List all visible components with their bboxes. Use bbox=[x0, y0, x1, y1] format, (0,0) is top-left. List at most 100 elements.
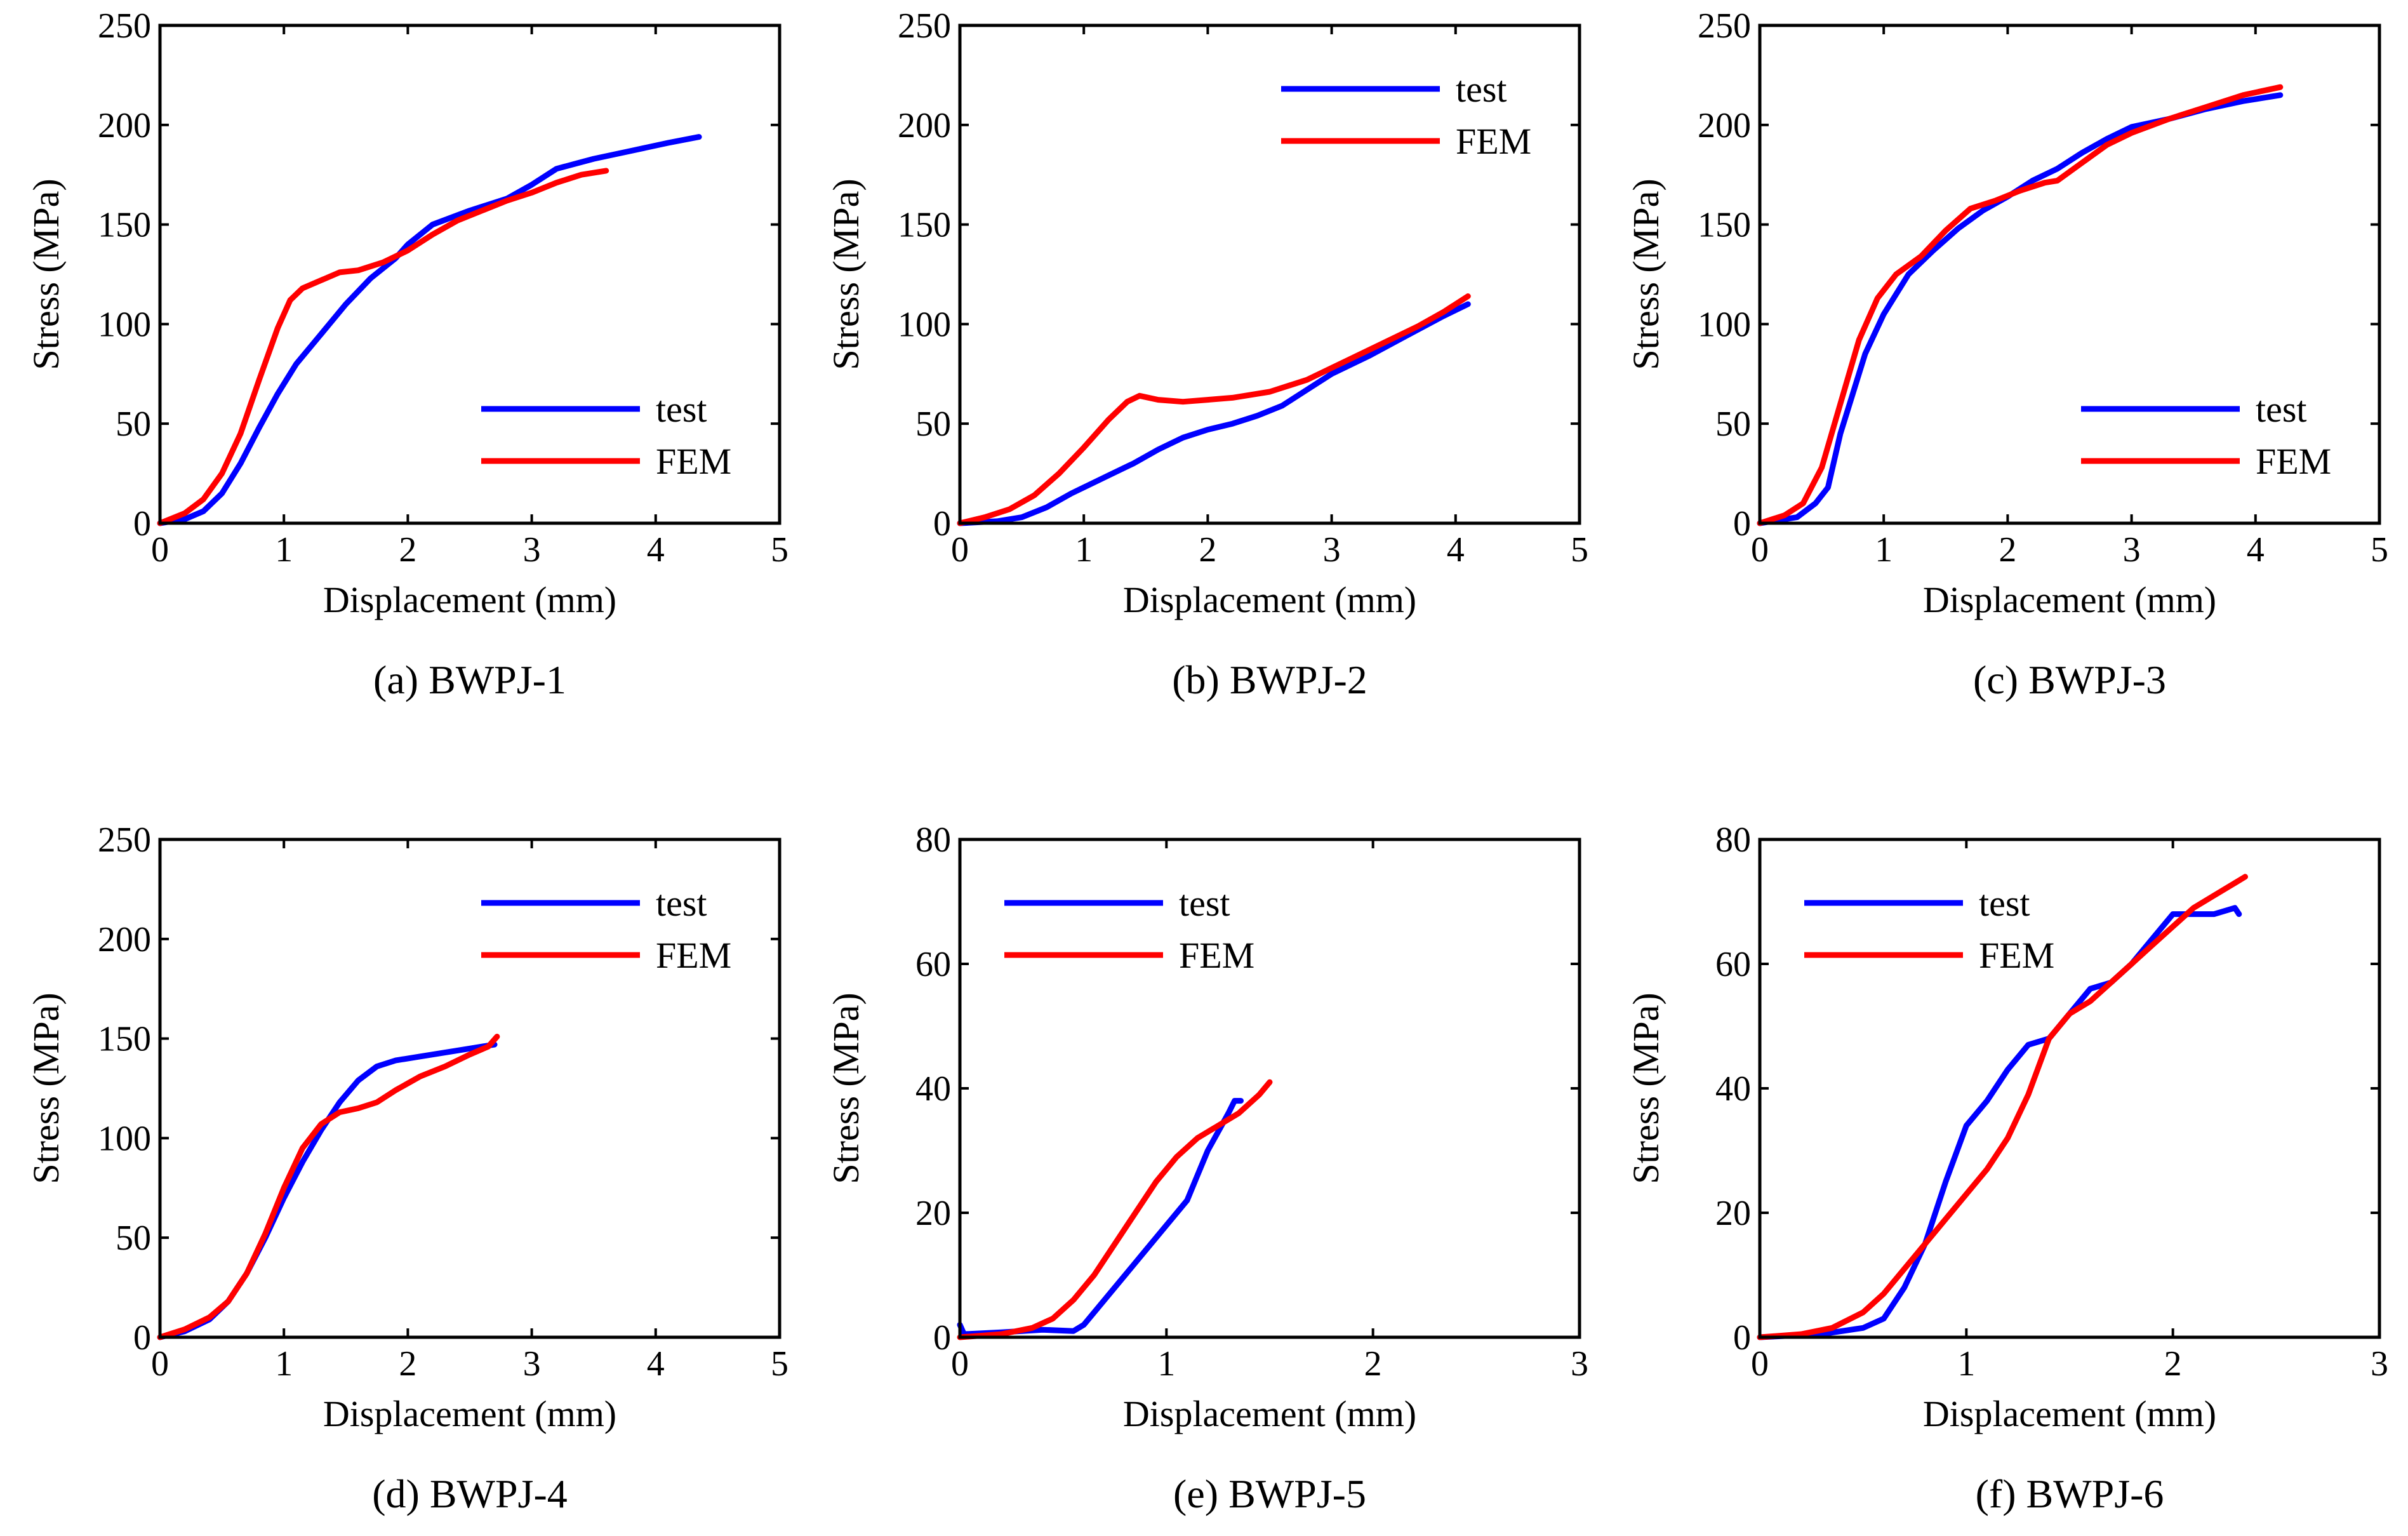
panel-b: (b) BWPJ-2 0 1 2 3 4 5050100150200250Displace… bbox=[825, 6, 1588, 702]
x-tick-label: 5 bbox=[771, 1344, 788, 1384]
x-tick-label: 3 bbox=[523, 1344, 541, 1384]
y-tick-label: 250 bbox=[898, 6, 951, 46]
x-tick-label: 3 bbox=[1323, 530, 1341, 570]
y-tick-label: 100 bbox=[898, 305, 951, 344]
legend-label-fem: FEM bbox=[1979, 935, 2054, 976]
series-line-fem bbox=[157, 168, 609, 526]
x-tick-label: 2 bbox=[399, 530, 416, 570]
legend-label-fem: FEM bbox=[656, 935, 731, 976]
x-tick-label: 2 bbox=[1999, 530, 2016, 570]
y-axis-title: Stress (MPa) bbox=[25, 992, 67, 1184]
x-tick-label: 0 bbox=[151, 530, 169, 570]
y-tick-label: 200 bbox=[1698, 106, 1751, 145]
panel-caption: (b) BWPJ-2 bbox=[1172, 657, 1367, 702]
series-line-test bbox=[157, 134, 702, 526]
x-tick-label: 4 bbox=[1447, 530, 1465, 570]
x-tick-label: 1 bbox=[1875, 530, 1892, 570]
y-axis-title: Stress (MPa) bbox=[25, 178, 67, 370]
y-tick-label: 0 bbox=[1733, 504, 1751, 544]
x-tick-label: 0 bbox=[1751, 1344, 1769, 1384]
y-tick-label: 40 bbox=[915, 1069, 951, 1109]
legend-label-test: test bbox=[1979, 883, 2030, 924]
series-line-fem bbox=[1757, 84, 2284, 526]
y-tick-label: 50 bbox=[1715, 404, 1751, 444]
y-tick-label: 50 bbox=[116, 1219, 151, 1258]
plot-frame bbox=[158, 23, 782, 525]
series-line-fem bbox=[957, 1079, 1273, 1340]
x-tick-label: 1 bbox=[1157, 1344, 1175, 1384]
x-tick-label: 1 bbox=[1075, 530, 1093, 570]
x-tick-label: 2 bbox=[2164, 1344, 2182, 1384]
panel-caption: (a) BWPJ-1 bbox=[373, 657, 566, 702]
x-tick-label: 3 bbox=[523, 530, 541, 570]
x-tick-label: 1 bbox=[1957, 1344, 1975, 1384]
y-tick-label: 0 bbox=[133, 1318, 151, 1358]
y-tick-label: 50 bbox=[116, 404, 151, 444]
y-tick-label: 100 bbox=[98, 305, 151, 344]
x-tick-label: 1 bbox=[275, 530, 293, 570]
y-tick-label: 50 bbox=[915, 404, 951, 444]
x-tick-label: 3 bbox=[1571, 1344, 1588, 1384]
legend-label-test: test bbox=[1456, 69, 1507, 110]
series-line-fem bbox=[1757, 874, 2248, 1340]
panel-a: (a) BWPJ-1 0 1 2 3 4 5050100150200250Displace… bbox=[25, 6, 788, 702]
y-tick-label: 0 bbox=[1733, 1318, 1751, 1358]
panel-caption: (c) BWPJ-3 bbox=[1973, 657, 2166, 702]
legend-label-test: test bbox=[656, 883, 707, 924]
x-axis-title: Displacement (mm) bbox=[323, 1393, 616, 1434]
series-line-fem bbox=[157, 1034, 500, 1340]
y-tick-label: 80 bbox=[915, 820, 951, 860]
panel-caption: (e) BWPJ-5 bbox=[1173, 1471, 1366, 1516]
legend-label-test: test bbox=[656, 389, 707, 430]
y-tick-label: 0 bbox=[933, 1318, 951, 1358]
legend-label-test: test bbox=[1179, 883, 1230, 924]
x-axis-title: Displacement (mm) bbox=[1923, 1393, 2216, 1434]
y-tick-label: 20 bbox=[915, 1194, 951, 1233]
y-tick-label: 200 bbox=[98, 920, 151, 959]
y-tick-label: 150 bbox=[1698, 206, 1751, 245]
y-tick-label: 150 bbox=[98, 206, 151, 245]
series-line-fem bbox=[957, 293, 1471, 526]
x-axis-title: Displacement (mm) bbox=[1123, 579, 1416, 620]
x-tick-label: 0 bbox=[951, 530, 969, 570]
y-tick-label: 150 bbox=[898, 206, 951, 245]
y-tick-label: 100 bbox=[98, 1119, 151, 1158]
y-tick-label: 0 bbox=[133, 504, 151, 544]
panel-caption: (d) BWPJ-4 bbox=[372, 1471, 568, 1516]
y-tick-label: 0 bbox=[933, 504, 951, 544]
x-tick-label: 0 bbox=[151, 1344, 169, 1384]
x-tick-label: 5 bbox=[1571, 530, 1588, 570]
x-tick-label: 2 bbox=[1364, 1344, 1382, 1384]
x-tick-label: 0 bbox=[1751, 530, 1769, 570]
panel-f: (f) BWPJ-6 0 1 2 3 0 20 40 60 80 Displacement (mm… bbox=[1625, 820, 2388, 1516]
y-tick-label: 100 bbox=[1698, 305, 1751, 344]
legend-label-fem: FEM bbox=[656, 441, 731, 482]
y-tick-label: 20 bbox=[1715, 1194, 1751, 1233]
x-tick-label: 5 bbox=[2371, 530, 2388, 570]
plot-frame bbox=[158, 838, 782, 1339]
panel-e: (e) BWPJ-5 0 1 2 3 0 20 40 60 80 Displacement (mm… bbox=[825, 820, 1588, 1516]
y-tick-label: 200 bbox=[898, 106, 951, 145]
x-tick-label: 4 bbox=[2247, 530, 2265, 570]
y-axis-title: Stress (MPa) bbox=[1625, 178, 1666, 370]
x-tick-label: 0 bbox=[951, 1344, 969, 1384]
y-tick-label: 80 bbox=[1715, 820, 1751, 860]
plot-frame bbox=[958, 23, 1581, 525]
panel-caption: (f) BWPJ-6 bbox=[1976, 1471, 2164, 1516]
x-axis-title: Displacement (mm) bbox=[323, 579, 616, 620]
y-axis-title: Stress (MPa) bbox=[1625, 992, 1666, 1184]
x-tick-label: 2 bbox=[399, 1344, 416, 1384]
panel-d: (d) BWPJ-4 0 1 2 3 4 5050100150200250Displace… bbox=[25, 820, 788, 1516]
legend-label-fem: FEM bbox=[1456, 121, 1531, 162]
y-tick-label: 250 bbox=[98, 6, 151, 46]
y-axis-title: Stress (MPa) bbox=[825, 992, 867, 1184]
legend-label-test: test bbox=[2256, 389, 2307, 430]
y-tick-label: 250 bbox=[98, 820, 151, 860]
x-tick-label: 4 bbox=[647, 1344, 665, 1384]
y-tick-label: 40 bbox=[1715, 1069, 1751, 1109]
y-tick-label: 60 bbox=[915, 945, 951, 984]
x-tick-label: 3 bbox=[2371, 1344, 2388, 1384]
y-tick-label: 200 bbox=[98, 106, 151, 145]
legend-label-fem: FEM bbox=[1179, 935, 1254, 976]
